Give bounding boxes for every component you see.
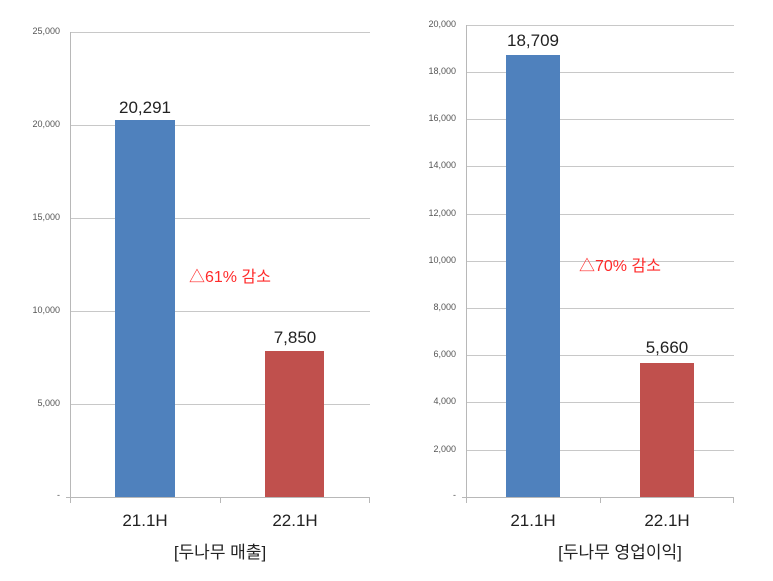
y-tick-label: 20,000 xyxy=(32,119,60,129)
decrease-annotation: △61% 감소 xyxy=(189,269,271,286)
value-label: 18,709 xyxy=(507,31,559,50)
y-tick-label: 15,000 xyxy=(32,212,60,222)
y-axis xyxy=(70,32,71,498)
y-tick-label: 5,000 xyxy=(37,398,60,408)
y-tick-label: 20,000 xyxy=(428,19,456,29)
gridline xyxy=(466,25,734,26)
category-label: 22.1H xyxy=(644,511,690,530)
y-tick-label: 14,000 xyxy=(428,160,456,170)
y-axis xyxy=(466,25,467,498)
value-label: 7,850 xyxy=(273,328,317,347)
value-label: 5,660 xyxy=(645,338,689,357)
y-tick-label: - xyxy=(57,490,60,500)
y-tick-label: 16,000 xyxy=(428,113,456,123)
x-tick xyxy=(600,497,601,503)
category-label: 21.1H xyxy=(510,511,556,530)
bar-22-1h xyxy=(640,363,694,497)
x-tick xyxy=(733,497,734,503)
y-tick-label: 25,000 xyxy=(32,26,60,36)
gridline xyxy=(70,218,370,219)
bar-22-1h xyxy=(265,351,324,497)
y-tick-label: 10,000 xyxy=(32,305,60,315)
gridline xyxy=(466,450,734,451)
y-tick-label: 2,000 xyxy=(433,444,456,454)
gridline xyxy=(466,261,734,262)
category-label: 21.1H xyxy=(122,511,168,530)
gridline xyxy=(70,125,370,126)
y-tick-label: 6,000 xyxy=(433,349,456,359)
x-axis xyxy=(462,497,734,498)
y-tick-label: - xyxy=(453,490,456,500)
gridline xyxy=(466,119,734,120)
gridline xyxy=(70,404,370,405)
y-tick-label: 12,000 xyxy=(428,208,456,218)
gridline xyxy=(466,355,734,356)
y-tick-label: 18,000 xyxy=(428,66,456,76)
x-tick xyxy=(70,497,71,503)
gridline xyxy=(466,402,734,403)
bar-21-1h xyxy=(506,55,560,497)
gridline xyxy=(466,72,734,73)
y-tick-label: 4,000 xyxy=(433,396,456,406)
y-tick-label: 8,000 xyxy=(433,302,456,312)
x-axis xyxy=(66,497,370,498)
chart-title: [두나무 영업이익] xyxy=(558,543,682,562)
gridline xyxy=(70,311,370,312)
x-tick xyxy=(220,497,221,503)
gridline xyxy=(70,32,370,33)
bar-21-1h xyxy=(115,120,175,497)
gridline xyxy=(466,308,734,309)
x-tick xyxy=(466,497,467,503)
category-label: 22.1H xyxy=(272,511,318,530)
chart-title: [두나무 매출] xyxy=(173,543,267,562)
x-tick xyxy=(369,497,370,503)
y-tick-label: 10,000 xyxy=(428,255,456,265)
value-label: 20,291 xyxy=(119,98,171,117)
gridline xyxy=(466,166,734,167)
gridline xyxy=(466,214,734,215)
decrease-annotation: △70% 감소 xyxy=(579,258,661,275)
